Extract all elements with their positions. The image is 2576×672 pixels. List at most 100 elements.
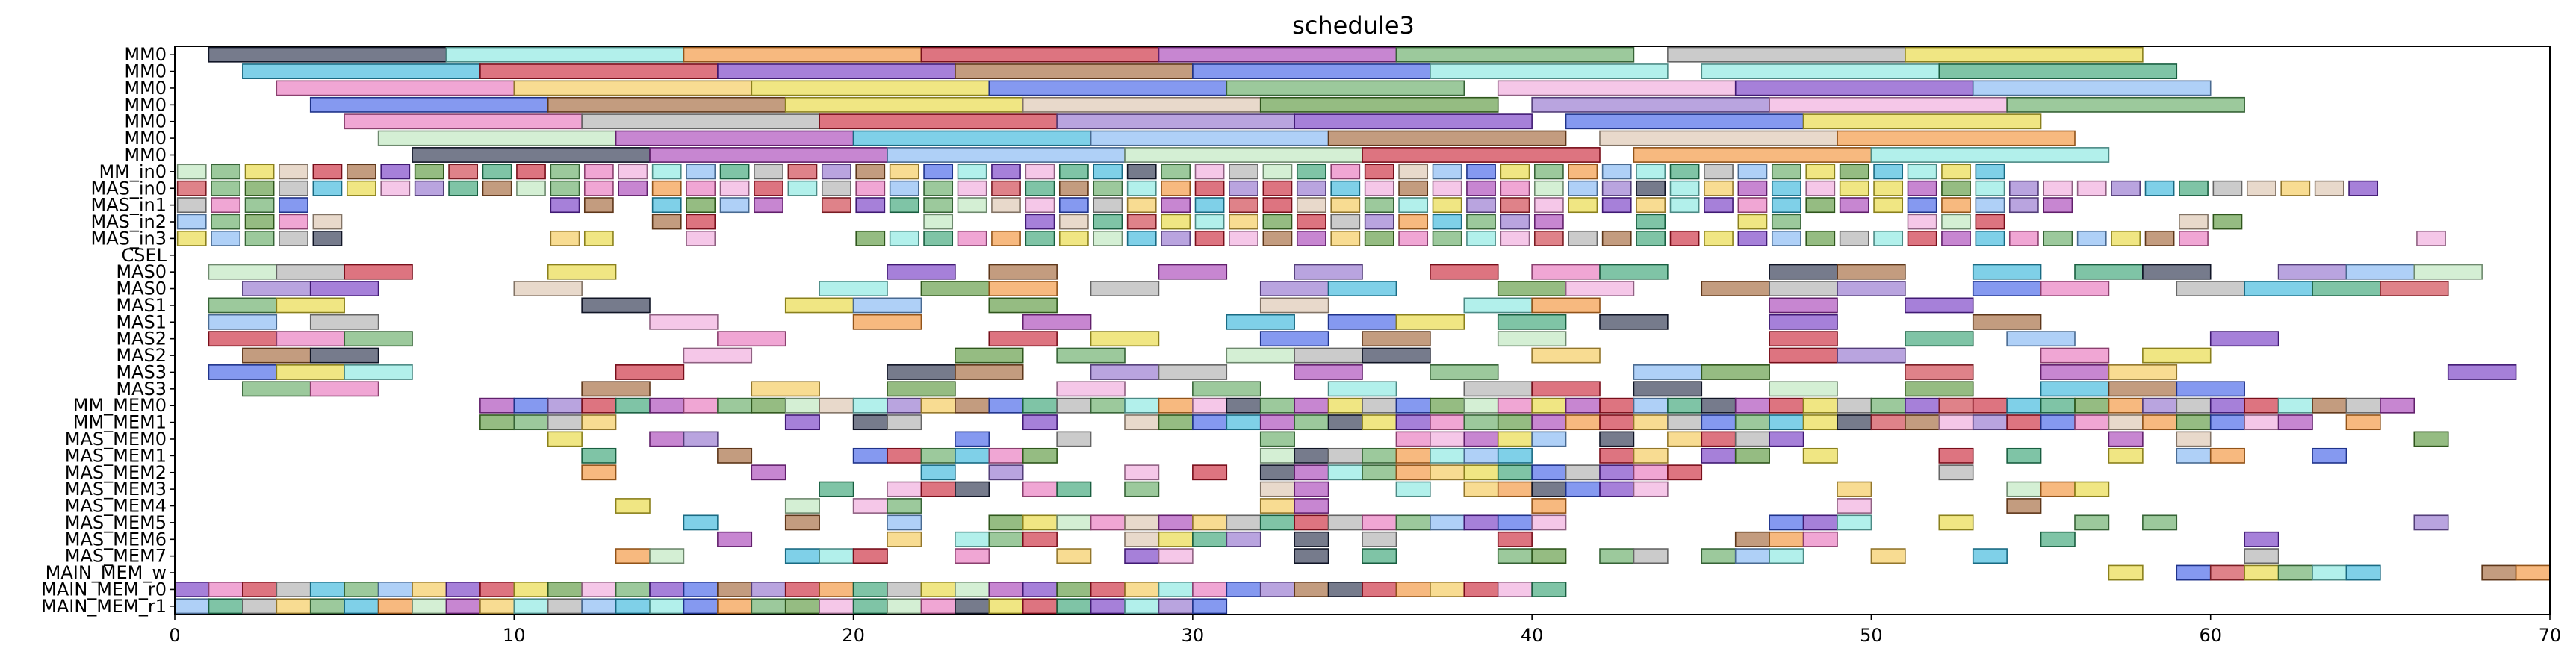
- gantt-bar-row24-23: [2108, 447, 2144, 464]
- y-tick-label: MM0: [124, 111, 167, 132]
- gantt-bar-row33-7: [412, 598, 447, 615]
- gantt-bar-row8-8: [448, 180, 479, 196]
- gantt-bar-row21-7: [717, 397, 753, 414]
- gantt-bar-row33-23: [955, 598, 990, 615]
- gantt-bar-row8-47: [1771, 180, 1801, 196]
- gantt-bar-row13-6: [1158, 264, 1228, 280]
- x-tick-label: 60: [2199, 625, 2222, 646]
- gantt-bar-row19-9: [1430, 364, 1499, 380]
- gantt-bar-row22-6: [887, 414, 922, 431]
- gantt-bar-row7-19: [821, 164, 851, 180]
- gantt-bar-row32-17: [751, 582, 786, 597]
- gantt-bar-row15-0: [208, 297, 278, 314]
- gantt-bar-row20-10: [1633, 381, 1703, 397]
- gantt-bar-row14-9: [1497, 281, 1567, 296]
- gantt-bar-row9-12: [889, 197, 919, 214]
- gantt-bar-row7-24: [991, 164, 1021, 180]
- gantt-bar-row11-23: [1364, 230, 1394, 246]
- gantt-bar-row21-49: [2142, 397, 2178, 414]
- gantt-bar-row11-47: [2179, 230, 2209, 246]
- gantt-bar-row29-3: [988, 531, 1024, 547]
- gantt-bar-row8-30: [1194, 180, 1225, 196]
- gantt-bar-row10-3: [279, 214, 308, 230]
- gantt-bar-row24-8: [1259, 447, 1295, 464]
- gantt-bar-row23-11: [1599, 431, 1635, 447]
- gantt-bar-row30-6: [1056, 548, 1092, 564]
- gantt-bar-row32-7: [412, 582, 447, 597]
- gantt-bar-row8-20: [855, 180, 886, 196]
- gantt-bar-row21-44: [1972, 397, 2008, 414]
- gantt-bar-row27-8: [2006, 498, 2042, 514]
- gantt-bar-row21-45: [2006, 397, 2042, 414]
- gantt-bar-row21-35: [1667, 397, 1703, 414]
- gantt-bar-row21-25: [1327, 397, 1363, 414]
- gantt-bar-row5-4: [1327, 130, 1567, 146]
- gantt-bar-row28-17: [1463, 514, 1499, 531]
- gantt-bar-row24-16: [1599, 447, 1635, 464]
- gantt-bar-row23-0: [547, 431, 583, 447]
- gantt-bar-row32-15: [683, 582, 719, 597]
- gantt-bar-row10-17: [1330, 214, 1361, 230]
- gantt-bar-row10-20: [1432, 214, 1462, 230]
- gantt-bar-row21-24: [1294, 397, 1329, 414]
- gantt-bar-row9-24: [1296, 197, 1326, 214]
- gantt-bar-row7-45: [1704, 164, 1734, 180]
- gantt-bar-row25-9: [1362, 464, 1397, 481]
- gantt-bar-row10-6: [686, 214, 716, 230]
- gantt-bar-row21-48: [2108, 397, 2144, 414]
- gantt-bar-row13-12: [1837, 264, 1906, 280]
- gantt-bar-row31-8: [2515, 564, 2551, 581]
- gantt-bar-row21-29: [1463, 397, 1499, 414]
- gantt-bar-row24-19: [1734, 447, 1770, 464]
- gantt-bar-row23-12: [1667, 431, 1703, 447]
- gantt-bar-row30-1: [649, 548, 685, 564]
- gantt-bar-row21-12: [887, 397, 922, 414]
- y-tick-label: MAS_MEM5: [65, 512, 167, 533]
- gantt-bar-row33-14: [649, 598, 685, 615]
- gantt-bar-row14-11: [1701, 281, 1770, 296]
- gantt-bar-row21-38: [1769, 397, 1804, 414]
- gantt-bar-row8-5: [346, 180, 376, 196]
- gantt-bar-row22-1: [513, 414, 549, 431]
- y-tick-label: MM0: [124, 144, 167, 165]
- gantt-bar-row10-0: [176, 214, 207, 230]
- gantt-bar-row9-41: [1873, 197, 1904, 214]
- gantt-bar-row11-34: [1737, 230, 1768, 246]
- gantt-bar-row7-39: [1500, 164, 1530, 180]
- gantt-bar-row25-16: [1599, 464, 1635, 481]
- gantt-bar-row11-26: [1466, 230, 1496, 246]
- gantt-bar-row23-13: [1701, 431, 1737, 447]
- gantt-bar-row0-0: [208, 46, 447, 63]
- gantt-bar-row10-2: [244, 214, 275, 230]
- gantt-bar-row22-37: [2108, 414, 2144, 431]
- gantt-bar-row8-18: [787, 180, 818, 196]
- gantt-bar-row25-7: [1294, 464, 1329, 481]
- gantt-bar-row30-8: [1158, 548, 1194, 564]
- gantt-bar-row9-15: [991, 197, 1021, 214]
- gantt-bar-row8-56: [2076, 180, 2107, 196]
- gantt-bar-row14-19: [2380, 281, 2449, 296]
- gantt-bar-row13-13: [1972, 264, 2042, 280]
- gantt-bar-row28-11: [1259, 514, 1295, 531]
- gantt-bar-row8-22: [923, 180, 954, 196]
- gantt-bar-row8-3: [279, 180, 308, 196]
- gantt-bar-row24-1: [717, 447, 753, 464]
- gantt-bar-row8-6: [380, 180, 411, 196]
- gantt-bar-row22-15: [1362, 414, 1397, 431]
- gantt-bar-row9-34: [1636, 197, 1666, 214]
- gantt-bar-row8-54: [2008, 180, 2039, 196]
- gantt-bar-row21-54: [2312, 397, 2347, 414]
- gantt-bar-row25-5: [1192, 464, 1228, 481]
- gantt-bar-row7-7: [414, 164, 444, 180]
- gantt-bar-row7-31: [1229, 164, 1258, 180]
- gantt-bar-row7-16: [719, 164, 750, 180]
- gantt-bar-row23-4: [1056, 431, 1092, 447]
- gantt-bar-row25-2: [920, 464, 956, 481]
- gantt-bar-row33-10: [513, 598, 549, 615]
- gantt-bar-row9-5: [583, 197, 614, 214]
- gantt-bar-row32-8: [445, 582, 481, 597]
- gantt-bar-row22-25: [1701, 414, 1737, 431]
- gantt-bar-row7-2: [244, 164, 275, 180]
- gantt-bar-row11-43: [2043, 230, 2073, 246]
- gantt-bar-row7-40: [1533, 164, 1564, 180]
